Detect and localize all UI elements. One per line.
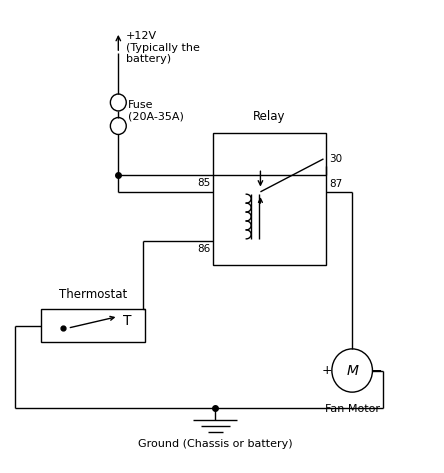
Text: 85: 85 — [198, 178, 211, 188]
Text: T: T — [123, 314, 131, 328]
Text: M: M — [346, 364, 358, 377]
Text: 87: 87 — [329, 179, 342, 190]
Text: −: − — [370, 364, 382, 377]
Bar — [41, 309, 145, 342]
Text: 30: 30 — [329, 154, 342, 164]
Text: Ground (Chassis or battery): Ground (Chassis or battery) — [138, 438, 293, 449]
Text: +12V
(Typically the
battery): +12V (Typically the battery) — [126, 31, 200, 64]
Text: Relay: Relay — [253, 110, 285, 123]
Text: Thermostat: Thermostat — [59, 288, 127, 301]
Text: Fuse
(20A-35A): Fuse (20A-35A) — [128, 100, 184, 122]
Text: 86: 86 — [198, 244, 211, 254]
Text: +: + — [321, 364, 332, 377]
Bar — [213, 133, 326, 265]
Text: Fan Motor: Fan Motor — [325, 404, 380, 414]
